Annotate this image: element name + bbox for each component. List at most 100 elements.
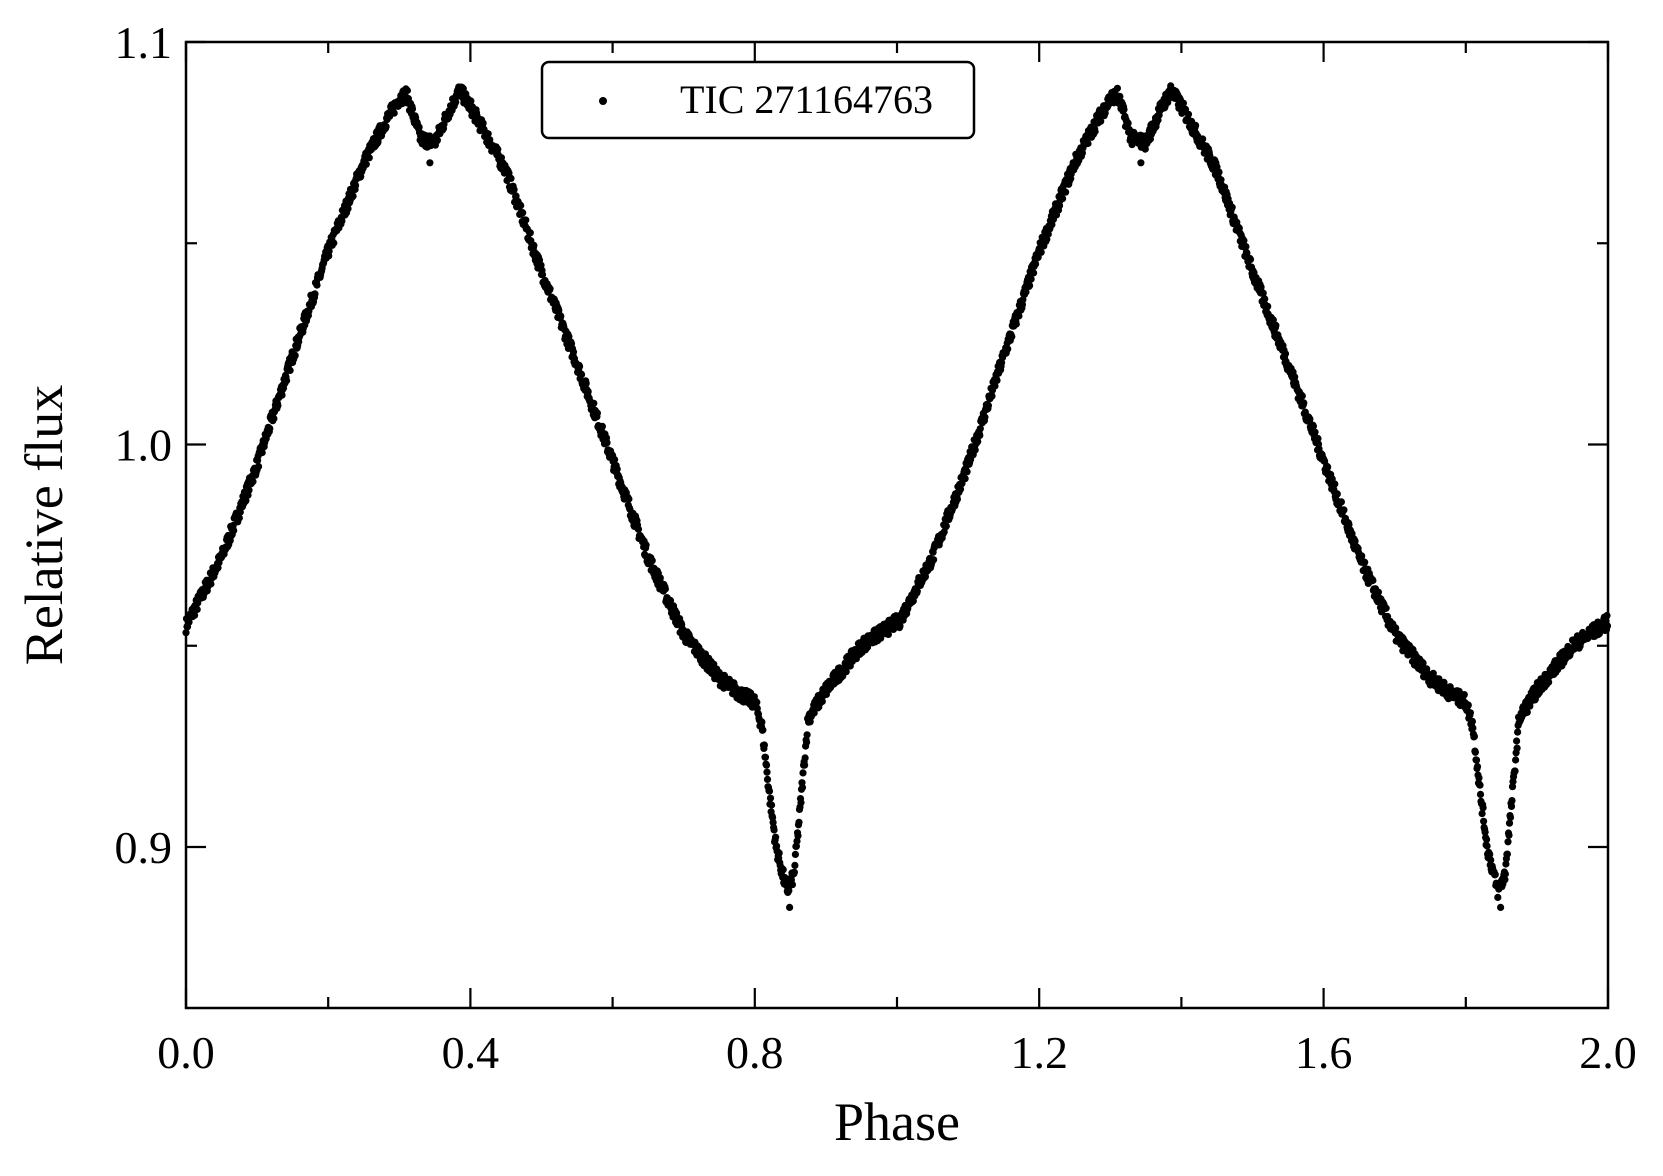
data-point [953, 495, 962, 503]
data-point [770, 826, 778, 834]
data-point [1324, 463, 1332, 471]
data-point [546, 285, 554, 293]
data-point [1269, 316, 1277, 324]
data-point [1179, 99, 1187, 107]
data-point [352, 181, 360, 189]
data-point [971, 446, 979, 454]
data-point [1483, 842, 1491, 850]
data-point [1486, 850, 1494, 859]
data-point [1032, 260, 1040, 268]
data-point [236, 508, 244, 516]
data-point [763, 775, 772, 784]
data-point [801, 754, 809, 762]
data-point [1331, 480, 1339, 488]
data-point [763, 768, 771, 776]
plot-frame [184, 40, 1610, 1010]
x-tick-label: 1.2 [1010, 1027, 1068, 1078]
data-point [1333, 490, 1341, 498]
data-point [1008, 333, 1016, 341]
data-point [507, 174, 515, 182]
data-point [1246, 255, 1255, 263]
y-tick-label: 1.0 [115, 420, 173, 471]
data-point [230, 527, 238, 535]
data-point [1030, 269, 1038, 277]
data-point [270, 414, 278, 423]
data-point-outlier [786, 903, 794, 912]
data-point [991, 382, 999, 390]
data-point [1369, 576, 1377, 585]
data-point [1351, 537, 1359, 545]
data-point [484, 130, 492, 138]
data-point [1184, 110, 1193, 118]
data-point [1501, 870, 1509, 878]
data-point [1501, 876, 1509, 884]
data-point [842, 668, 850, 676]
data-point [365, 154, 373, 162]
data-point [981, 413, 989, 421]
data-point [266, 424, 274, 433]
data-point [1261, 295, 1269, 303]
data-point [530, 241, 538, 249]
data-point [798, 783, 807, 792]
data-point [1124, 119, 1132, 127]
data-point [1491, 871, 1499, 879]
data-point [775, 849, 783, 857]
legend-marker-icon [599, 97, 607, 105]
data-point [765, 787, 774, 795]
data-points [182, 82, 1612, 912]
data-point [182, 629, 190, 637]
data-point [584, 387, 592, 396]
data-point [613, 465, 621, 473]
data-point [772, 833, 780, 841]
data-point [818, 697, 826, 706]
data-point [576, 362, 584, 370]
data-point [1199, 135, 1207, 143]
data-point [1503, 850, 1511, 858]
axis-ticks [184, 40, 1610, 1008]
data-point [788, 881, 797, 889]
data-point [517, 201, 525, 210]
data-point [1259, 289, 1267, 297]
y-tick-label: 0.9 [115, 822, 173, 873]
data-point [1507, 802, 1516, 811]
data-point [538, 271, 547, 279]
data-point [582, 379, 590, 387]
data-point [795, 818, 803, 826]
data-point [1523, 708, 1531, 716]
data-point [803, 738, 811, 746]
data-point [942, 522, 950, 530]
y-axis-title: Relative flux [14, 385, 74, 665]
data-point [666, 596, 675, 605]
data-point [779, 866, 787, 874]
data-point [801, 761, 809, 769]
data-point [235, 514, 243, 522]
data-point [753, 698, 761, 706]
data-point [519, 209, 527, 217]
data-point [1502, 860, 1510, 868]
data-point [1472, 756, 1481, 764]
data-point [1419, 659, 1427, 667]
x-tick-label: 0.4 [442, 1027, 500, 1078]
data-point [1337, 498, 1345, 506]
data-point [930, 556, 938, 564]
data-point [1062, 188, 1070, 196]
data-point [1097, 117, 1105, 125]
data-point [557, 312, 565, 320]
x-tick-label: 0.8 [726, 1027, 784, 1078]
legend-entry-label: TIC 271164763 [680, 77, 933, 122]
data-point [1471, 748, 1479, 756]
data-point [452, 98, 460, 106]
data-point [1004, 345, 1012, 353]
data-point [1392, 624, 1400, 632]
data-point [759, 726, 767, 734]
data-point-outlier [426, 159, 434, 167]
data-point [1505, 831, 1513, 839]
data-point [1479, 804, 1487, 812]
data-point [526, 229, 534, 237]
data-point [634, 525, 643, 533]
data-point [569, 348, 578, 356]
data-point-outlier [1137, 159, 1145, 167]
data-point [976, 431, 984, 439]
data-point [1476, 790, 1485, 799]
data-point [673, 609, 681, 617]
